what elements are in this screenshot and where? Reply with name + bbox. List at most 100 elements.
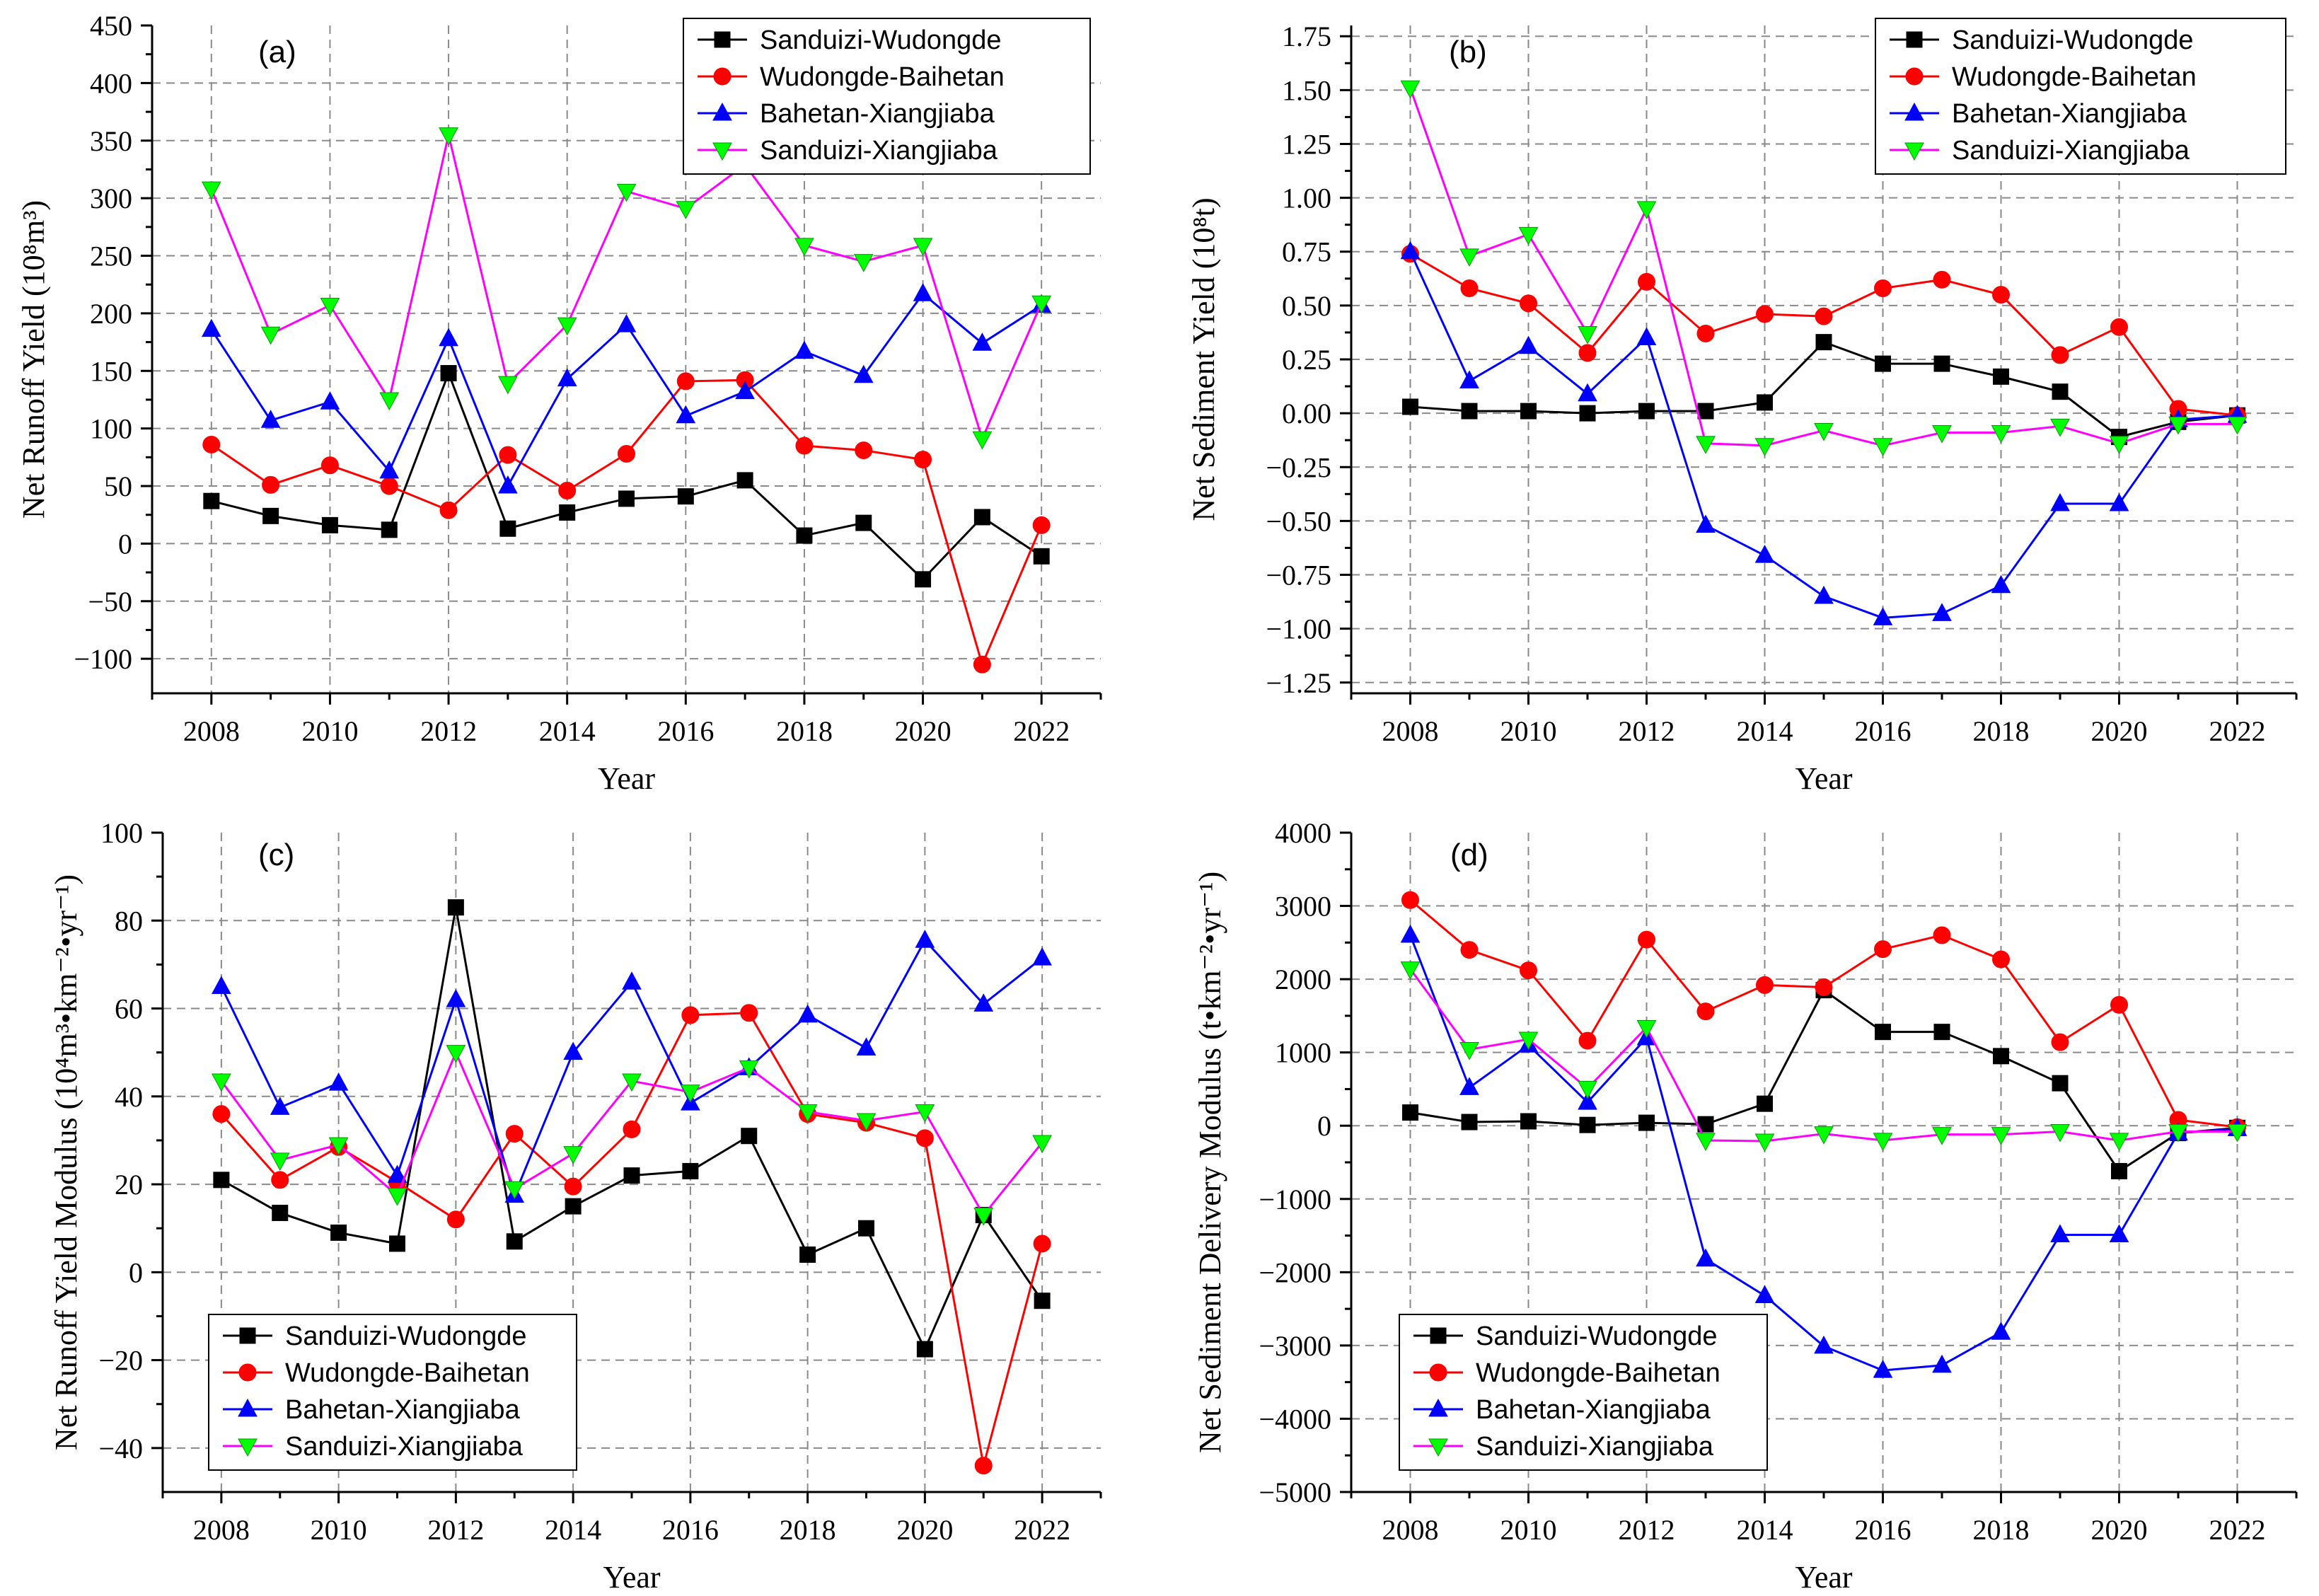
x-axis-label: Year <box>603 1560 660 1595</box>
legend-marker <box>1905 67 1924 86</box>
y-axis-label: Net Sediment Yield (10⁸t) <box>1186 197 1221 521</box>
data-point <box>1993 368 2009 385</box>
data-point <box>499 520 516 537</box>
data-point <box>320 391 340 410</box>
chart-panel: 2008 2010 2012 2014 2016 2018 2020 2022 −100 −50 0… <box>16 10 1102 796</box>
x-tick-label: 2020 <box>896 1514 953 1546</box>
series-line <box>1410 340 2238 439</box>
x-tick-label: 2020 <box>2091 715 2148 747</box>
data-point <box>446 1045 466 1063</box>
series-group <box>213 899 1051 1358</box>
data-point <box>1814 422 1834 441</box>
data-point <box>446 989 466 1007</box>
data-point <box>447 899 464 916</box>
data-point <box>558 482 577 500</box>
data-point <box>1578 1031 1597 1050</box>
data-point <box>1932 1127 1952 1145</box>
x-tick-label: 2014 <box>539 715 596 747</box>
y-tick-label: −40 <box>98 1433 143 1464</box>
data-point <box>915 930 935 948</box>
data-point <box>201 181 221 200</box>
x-tick-label: 2012 <box>427 1514 484 1546</box>
x-tick-label: 2022 <box>1013 715 1070 747</box>
legend-marker <box>1429 1363 1447 1382</box>
data-point <box>1459 370 1479 388</box>
data-point <box>379 392 400 411</box>
data-point <box>446 1210 465 1229</box>
data-point <box>1033 1234 1051 1253</box>
data-point <box>262 475 280 494</box>
y-tick-label: −1000 <box>1259 1184 1331 1215</box>
y-tick-label: −0.25 <box>1266 451 1331 483</box>
data-point <box>1032 516 1051 534</box>
data-point <box>564 1177 582 1196</box>
legend: Sanduizi-Wudongde Wudongde-Baihetan Baheta… <box>1399 1314 1768 1471</box>
data-point <box>1875 355 1891 372</box>
data-point <box>974 1457 993 1475</box>
data-point <box>1578 1080 1597 1099</box>
data-point <box>739 1060 759 1079</box>
series-group <box>1400 961 2248 1152</box>
data-point <box>795 436 814 455</box>
data-point <box>2050 1224 2070 1243</box>
data-point <box>855 441 873 460</box>
data-point <box>1400 924 1421 943</box>
panel-label: (d) <box>1450 838 1488 872</box>
data-point <box>1815 978 1833 997</box>
data-point <box>1814 1126 1834 1145</box>
data-point <box>2227 1124 2248 1143</box>
series-group <box>203 365 1050 588</box>
data-point <box>439 328 458 347</box>
x-tick-label: 2014 <box>1737 715 1793 747</box>
x-tick-label: 2008 <box>1382 715 1439 747</box>
data-point <box>260 326 281 345</box>
data-point <box>202 435 221 453</box>
x-axis-label: Year <box>598 761 655 796</box>
data-point <box>1402 398 1418 415</box>
y-tick-label: −2000 <box>1259 1256 1331 1288</box>
data-point <box>682 1162 699 1179</box>
panel-label: (b) <box>1449 35 1487 69</box>
data-point <box>1754 438 1775 456</box>
data-point <box>1873 1133 1893 1151</box>
data-point <box>1756 976 1774 994</box>
data-point <box>440 365 457 382</box>
data-point <box>387 1164 407 1184</box>
x-tick-label: 2010 <box>311 1514 367 1546</box>
y-tick-label: −0.75 <box>1266 560 1331 591</box>
x-tick-label: 2014 <box>1737 1514 1793 1546</box>
x-tick-label: 2008 <box>193 1514 250 1546</box>
legend-box <box>1875 18 2286 175</box>
y-tick-label: 200 <box>90 298 132 330</box>
data-point <box>1578 1092 1597 1110</box>
data-point <box>2051 346 2069 364</box>
data-point <box>1991 1322 2011 1340</box>
legend-marker <box>713 67 731 86</box>
y-tick-label: 0.00 <box>1282 398 1331 429</box>
data-point <box>201 318 221 337</box>
legend-marker <box>712 142 732 161</box>
x-axis-label: Year <box>1795 761 1852 796</box>
data-point <box>681 1006 700 1024</box>
data-point <box>915 571 932 588</box>
data-point <box>2050 492 2070 511</box>
y-axis-label: Net Sediment Delivery Modulus (t•km⁻²•yr… <box>1193 872 1227 1453</box>
series-line <box>210 134 1043 442</box>
data-point <box>1459 1077 1479 1095</box>
data-point <box>262 507 279 524</box>
series-group <box>212 1045 1052 1226</box>
y-tick-label: 80 <box>115 905 143 937</box>
data-point <box>1638 1114 1655 1131</box>
legend-box <box>1399 1314 1768 1471</box>
data-point <box>794 340 814 359</box>
legend-label: Sanduizi-Xiangjiaba <box>285 1432 524 1462</box>
data-point <box>1754 1285 1775 1303</box>
data-point <box>1991 1127 2011 1145</box>
data-point <box>1696 1248 1716 1267</box>
data-point <box>1401 891 1419 909</box>
data-point <box>853 254 874 272</box>
x-axis-label: Year <box>1795 1560 1852 1595</box>
y-tick-label: −20 <box>98 1345 143 1377</box>
data-point <box>1757 1095 1773 1112</box>
y-tick-label: −1.00 <box>1266 613 1331 645</box>
